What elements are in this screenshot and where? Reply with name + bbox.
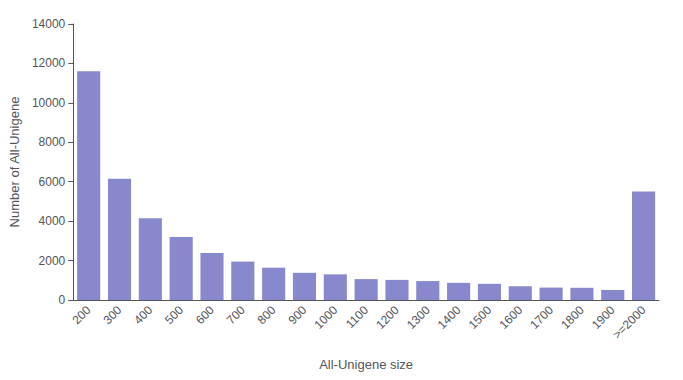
svg-text:400: 400: [131, 303, 155, 327]
svg-text:1500: 1500: [466, 303, 495, 332]
svg-text:1200: 1200: [373, 303, 402, 332]
svg-text:1700: 1700: [527, 303, 556, 332]
svg-text:1400: 1400: [435, 303, 464, 332]
svg-text:700: 700: [224, 303, 248, 327]
svg-text:1600: 1600: [496, 303, 525, 332]
svg-text:200: 200: [70, 303, 94, 327]
svg-text:12000: 12000: [32, 56, 66, 70]
svg-text:>=2000: >=2000: [610, 303, 649, 342]
svg-text:All-Unigene size: All-Unigene size: [319, 357, 413, 372]
svg-text:1000: 1000: [311, 303, 340, 332]
svg-text:500: 500: [162, 303, 186, 327]
svg-text:1800: 1800: [558, 303, 587, 332]
svg-text:1900: 1900: [588, 303, 618, 332]
svg-text:1300: 1300: [404, 303, 433, 332]
svg-text:8000: 8000: [39, 135, 66, 149]
svg-text:1100: 1100: [343, 303, 371, 331]
svg-text:6000: 6000: [39, 175, 66, 189]
svg-text:300: 300: [100, 303, 124, 327]
svg-text:4000: 4000: [39, 214, 66, 228]
svg-text:Number of All-Unigene: Number of All-Unigene: [7, 97, 22, 228]
svg-text:10000: 10000: [32, 96, 66, 110]
svg-text:0: 0: [59, 293, 66, 307]
svg-text:800: 800: [255, 303, 279, 327]
svg-text:2000: 2000: [39, 254, 66, 268]
svg-text:900: 900: [285, 303, 309, 327]
svg-text:600: 600: [193, 303, 217, 327]
svg-text:14000: 14000: [32, 17, 66, 31]
